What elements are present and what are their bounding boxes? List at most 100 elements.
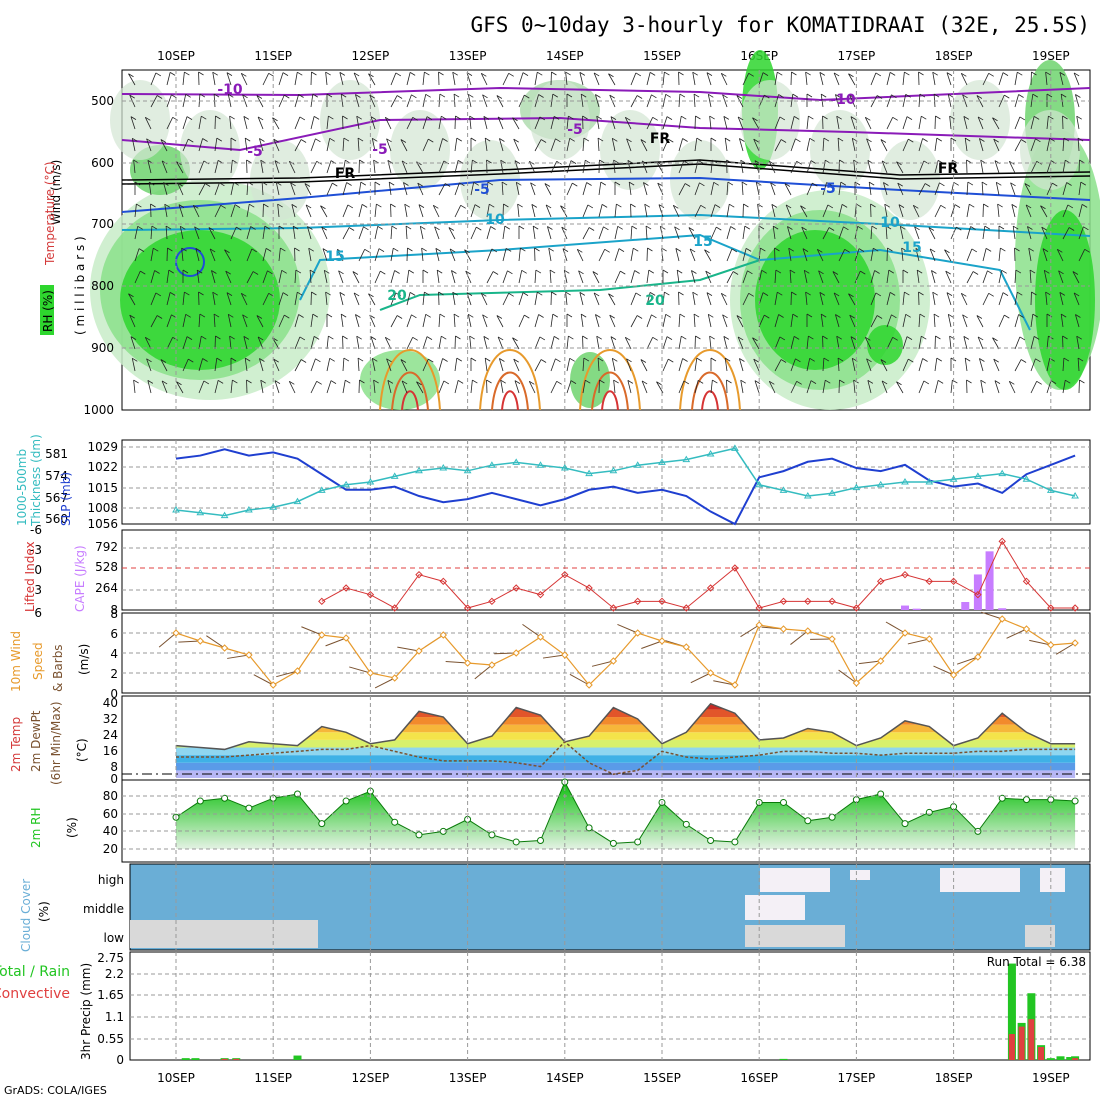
cape-tick: 792 xyxy=(95,540,118,554)
rh-point xyxy=(1023,796,1030,804)
footer-credit: GrADS: COLA/IGES xyxy=(4,1084,107,1097)
high-cloud xyxy=(850,870,870,880)
wind-point xyxy=(220,644,229,652)
li-point xyxy=(439,577,448,586)
top-date-axis: 10SEP11SEP12SEP13SEP14SEP15SEP16SEP17SEP… xyxy=(157,49,1070,63)
dewpt2m-label: 2m DewPt xyxy=(29,710,43,772)
thickness-tick: 574 xyxy=(45,469,68,483)
rh-point xyxy=(998,794,1006,802)
cloud-row-label: middle xyxy=(83,902,124,916)
li-tick: -6 xyxy=(30,523,42,537)
li-point xyxy=(561,570,569,579)
thickness-tick: 560 xyxy=(45,512,68,526)
rh-point xyxy=(877,790,885,798)
wind-point xyxy=(318,631,326,639)
wind-point xyxy=(463,659,472,667)
rh-point xyxy=(634,838,642,846)
wind-barb xyxy=(790,630,809,645)
total-rain-label: Total / Rain xyxy=(0,964,70,980)
rh-point xyxy=(512,838,520,846)
upper-air-panel: 500 600 700 800 900 1000 -10 -10 -5 -5 -5 -5 -5 10 10… xyxy=(40,50,1100,417)
li-point xyxy=(390,604,399,612)
temperature-label: Temperature (°C) xyxy=(43,161,57,266)
wind-barb xyxy=(325,637,347,647)
rh-tick: 40 xyxy=(103,824,118,838)
rh-point xyxy=(585,824,593,832)
li-point xyxy=(609,604,618,612)
contour-label: FR xyxy=(650,131,671,147)
li-point xyxy=(318,597,326,606)
date-tick: 13SEP xyxy=(449,1071,487,1085)
rh-point xyxy=(609,839,617,847)
high-cloud xyxy=(760,868,830,892)
cloud-cover-panel: high middle low Cloud Cover (%) xyxy=(19,863,1091,952)
thickness-point xyxy=(828,489,836,496)
date-tick: 11SEP xyxy=(254,1071,292,1085)
pressure-tick: 1000 xyxy=(83,403,114,417)
date-tick: 16SEP xyxy=(740,1071,778,1085)
date-tick: 19SEP xyxy=(1032,49,1070,63)
rh-point xyxy=(196,797,204,805)
rh-point xyxy=(828,813,836,821)
thickness-point xyxy=(293,497,302,505)
wind-point xyxy=(1022,625,1031,633)
thickness-point xyxy=(682,455,691,463)
thickness-line xyxy=(175,447,1076,517)
contour-label: -10 xyxy=(217,82,243,98)
thickness-tick: 567 xyxy=(45,491,68,505)
rh-point xyxy=(415,831,423,839)
precip-bar xyxy=(1007,963,1016,1060)
li-tick: 3 xyxy=(34,583,42,597)
contour-label: -10 xyxy=(830,92,856,108)
rh2m-label: 2m RH xyxy=(29,808,43,849)
li-tick: -3 xyxy=(30,543,42,557)
thickness-point xyxy=(415,466,423,474)
dewpoint-line xyxy=(176,740,1076,775)
date-tick: 12SEP xyxy=(352,1071,390,1085)
rh-shading xyxy=(90,50,1100,410)
slp-thickness-panel: 581 574 567 560 1029 1022 1015 1008 1056 Thickne… xyxy=(15,434,1091,531)
wind-barb xyxy=(349,666,371,674)
contour-label: -5 xyxy=(474,182,490,198)
wind-point xyxy=(974,653,982,661)
precip-bar xyxy=(779,1058,788,1060)
thickness-point xyxy=(220,511,229,519)
date-tick: 18SEP xyxy=(935,49,973,63)
wind-barb xyxy=(641,640,663,649)
slp-label: SLP (mb) xyxy=(59,472,73,526)
wind-tick: 6 xyxy=(110,627,118,641)
lifted-index-label: Lifted Index xyxy=(23,541,37,612)
rh-point xyxy=(1071,797,1079,805)
precip-bar xyxy=(1066,1057,1075,1060)
rh-point xyxy=(294,790,301,798)
wind-point xyxy=(245,651,253,659)
wind-barb xyxy=(569,673,590,686)
li-point xyxy=(974,590,982,599)
wind-barb xyxy=(276,670,298,678)
date-tick: 14SEP xyxy=(546,49,584,63)
thickness-point xyxy=(706,450,715,457)
li-point xyxy=(536,590,545,599)
cloud-row-label: low xyxy=(104,931,125,945)
bottom-date-axis: 10SEP 11SEP 12SEP 13SEP 14SEP 15SEP 16SEP 17SEP… xyxy=(157,1071,1070,1085)
temp-tick: 0 xyxy=(110,772,118,786)
temp-line xyxy=(175,702,1076,751)
precip-bar xyxy=(1046,1058,1055,1060)
date-tick: 15SEP xyxy=(643,1071,681,1085)
thickness-point xyxy=(1022,475,1031,482)
thickness-point xyxy=(390,472,399,479)
millibars-label: ( m i l l i b a r s ) xyxy=(73,236,87,335)
wind-point xyxy=(731,681,739,689)
wind-tick: 8 xyxy=(110,607,118,621)
date-tick: 15SEP xyxy=(643,49,681,63)
speed-label: Speed xyxy=(31,642,45,680)
wind-point xyxy=(415,647,423,655)
wind-tick: 0 xyxy=(110,687,118,701)
thickness-label-mb: 1000-500mb xyxy=(15,449,29,526)
minmax-label: (6hr Min/Max) xyxy=(49,702,63,786)
rh-point xyxy=(804,817,812,825)
temp-tick: 8 xyxy=(110,760,118,774)
wind-point xyxy=(998,615,1006,623)
li-point xyxy=(633,597,642,606)
